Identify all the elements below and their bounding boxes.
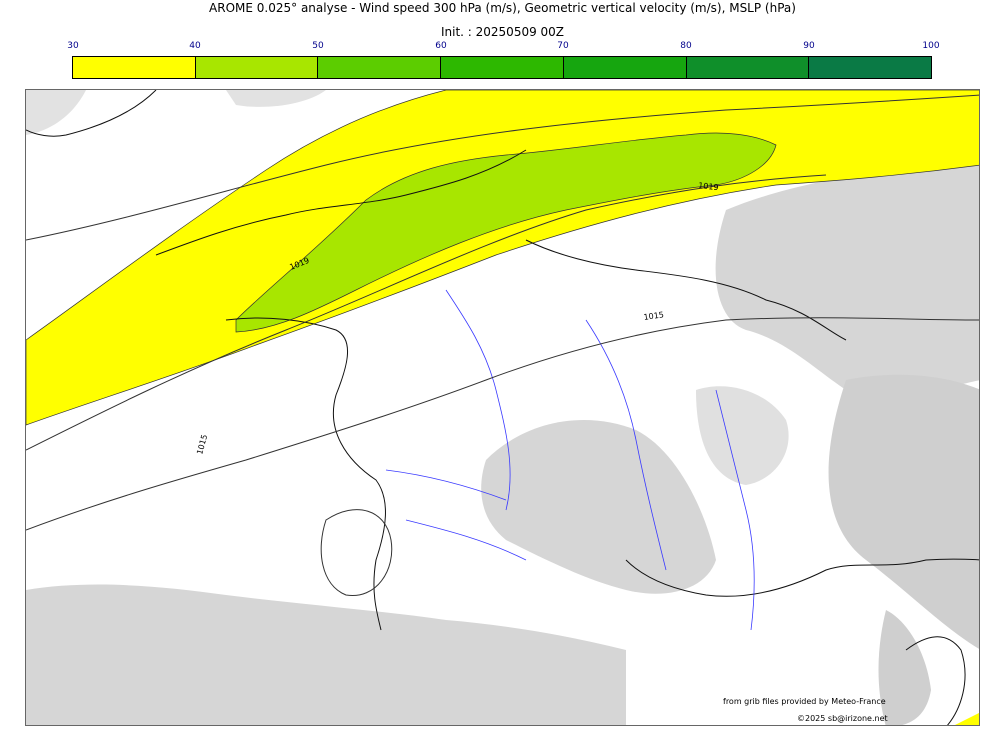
weather-map[interactable]: 1019 1019 1015 1015 — [25, 89, 980, 726]
rivers — [385, 289, 755, 631]
colorbar-segment-40-50 — [195, 57, 319, 78]
wind-patch-bottom-right — [955, 713, 979, 725]
colorbar-tick: 60 — [435, 41, 447, 51]
colorbar-segment-80-90 — [686, 57, 810, 78]
isobars — [26, 94, 979, 596]
colorbar-tick: 100 — [922, 41, 940, 51]
colorbar-tick: 80 — [680, 41, 692, 51]
colorbar — [72, 56, 932, 79]
colorbar-tick: 40 — [189, 41, 201, 51]
isobar-label: 1015 — [195, 434, 209, 456]
colorbar-segment-60-70 — [441, 57, 564, 78]
isobar-label: 1015 — [643, 310, 664, 322]
colorbar-segment-70-80 — [563, 57, 687, 78]
init-time: Init. : 20250509 00Z — [440, 25, 565, 39]
colorbar-tick: 50 — [312, 41, 324, 51]
isobar-label: 1019 — [698, 181, 719, 192]
colorbar-segment-30-40 — [73, 57, 196, 78]
colorbar-tick: 30 — [67, 41, 79, 51]
data-source-credit: from grib files provided by Meteo-France — [723, 697, 886, 706]
chart-title: AROME 0.025° analyse - Wind speed 300 hP… — [209, 1, 796, 15]
wind-band-40-50 — [235, 132, 777, 333]
colorbar-tick: 70 — [557, 41, 569, 51]
copyright-credit: ©2025 sb@irizone.net — [797, 714, 888, 723]
colorbar-segment-90-100 — [809, 57, 932, 78]
colorbar-tick: 90 — [803, 41, 815, 51]
terrain-shading — [26, 90, 979, 725]
colorbar-segment-50-60 — [318, 57, 442, 78]
coastlines — [26, 90, 979, 725]
